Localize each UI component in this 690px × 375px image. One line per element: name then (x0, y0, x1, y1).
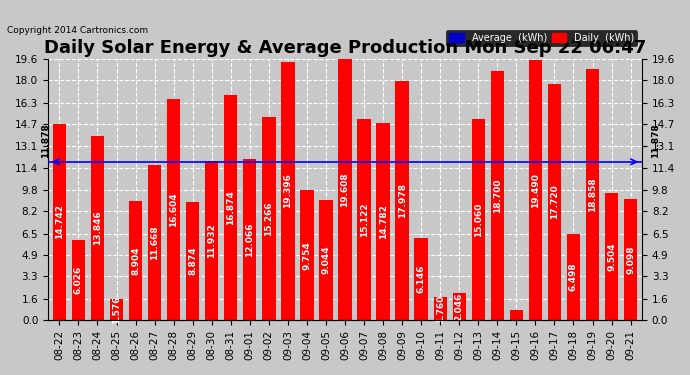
Text: 9.098: 9.098 (626, 245, 635, 274)
Bar (357, 118, 371, 320)
Text: 2.046: 2.046 (455, 292, 464, 321)
Text: 17.978: 17.978 (397, 183, 406, 218)
Legend: Average  (kWh), Daily  (kWh): Average (kWh), Daily (kWh) (446, 30, 637, 46)
Text: 8.874: 8.874 (188, 247, 197, 275)
Text: 11.878: 11.878 (41, 123, 50, 158)
Text: 13.846: 13.846 (93, 210, 102, 245)
Bar (453, 293, 466, 320)
Bar (167, 99, 180, 320)
Text: 16.604: 16.604 (169, 192, 178, 227)
Bar (377, 123, 390, 320)
Text: 11.932: 11.932 (207, 223, 216, 258)
Bar (262, 117, 275, 320)
Bar (338, 59, 352, 320)
Bar (510, 310, 523, 320)
Text: 8.904: 8.904 (131, 247, 140, 275)
Bar (586, 69, 599, 320)
Text: 1.760: 1.760 (435, 294, 444, 322)
Text: 12.066: 12.066 (246, 222, 255, 257)
Bar (72, 240, 85, 320)
Text: 15.266: 15.266 (264, 201, 273, 236)
Text: 17.720: 17.720 (550, 185, 559, 219)
Text: Copyright 2014 Cartronics.com: Copyright 2014 Cartronics.com (7, 26, 148, 35)
Text: 14.742: 14.742 (55, 204, 64, 239)
Bar (110, 299, 124, 320)
Bar (415, 238, 428, 320)
Bar (243, 159, 257, 320)
Text: 9.044: 9.044 (322, 246, 331, 274)
Bar (186, 202, 199, 320)
Bar (624, 199, 638, 320)
Bar (566, 234, 580, 320)
Text: 18.858: 18.858 (588, 177, 597, 212)
Text: 14.782: 14.782 (379, 204, 388, 239)
Text: 11.878: 11.878 (651, 123, 660, 158)
Title: Daily Solar Energy & Average Production Mon Sep 22 06:47: Daily Solar Energy & Average Production … (44, 39, 646, 57)
Bar (548, 84, 561, 320)
Bar (300, 190, 313, 320)
Text: 6.026: 6.026 (74, 266, 83, 294)
Bar (605, 194, 618, 320)
Text: 11.668: 11.668 (150, 225, 159, 260)
Bar (529, 60, 542, 320)
Bar (472, 119, 485, 320)
Bar (148, 165, 161, 320)
Bar (205, 161, 218, 320)
Bar (319, 200, 333, 320)
Bar (224, 95, 237, 320)
Text: 9.504: 9.504 (607, 243, 616, 271)
Bar (395, 81, 408, 320)
Text: 6.498: 6.498 (569, 262, 578, 291)
Bar (433, 297, 447, 320)
Bar (52, 124, 66, 320)
Text: 9.754: 9.754 (302, 241, 311, 270)
Text: 19.490: 19.490 (531, 173, 540, 208)
Bar (91, 136, 104, 320)
Bar (491, 71, 504, 320)
Text: 15.122: 15.122 (359, 202, 368, 237)
Text: 15.060: 15.060 (474, 202, 483, 237)
Text: 16.874: 16.874 (226, 190, 235, 225)
Bar (282, 62, 295, 320)
Text: 19.608: 19.608 (340, 172, 350, 207)
Text: 6.146: 6.146 (417, 265, 426, 294)
Text: 1.576: 1.576 (112, 296, 121, 324)
Text: 18.700: 18.700 (493, 178, 502, 213)
Text: 19.396: 19.396 (284, 174, 293, 208)
Bar (129, 201, 142, 320)
